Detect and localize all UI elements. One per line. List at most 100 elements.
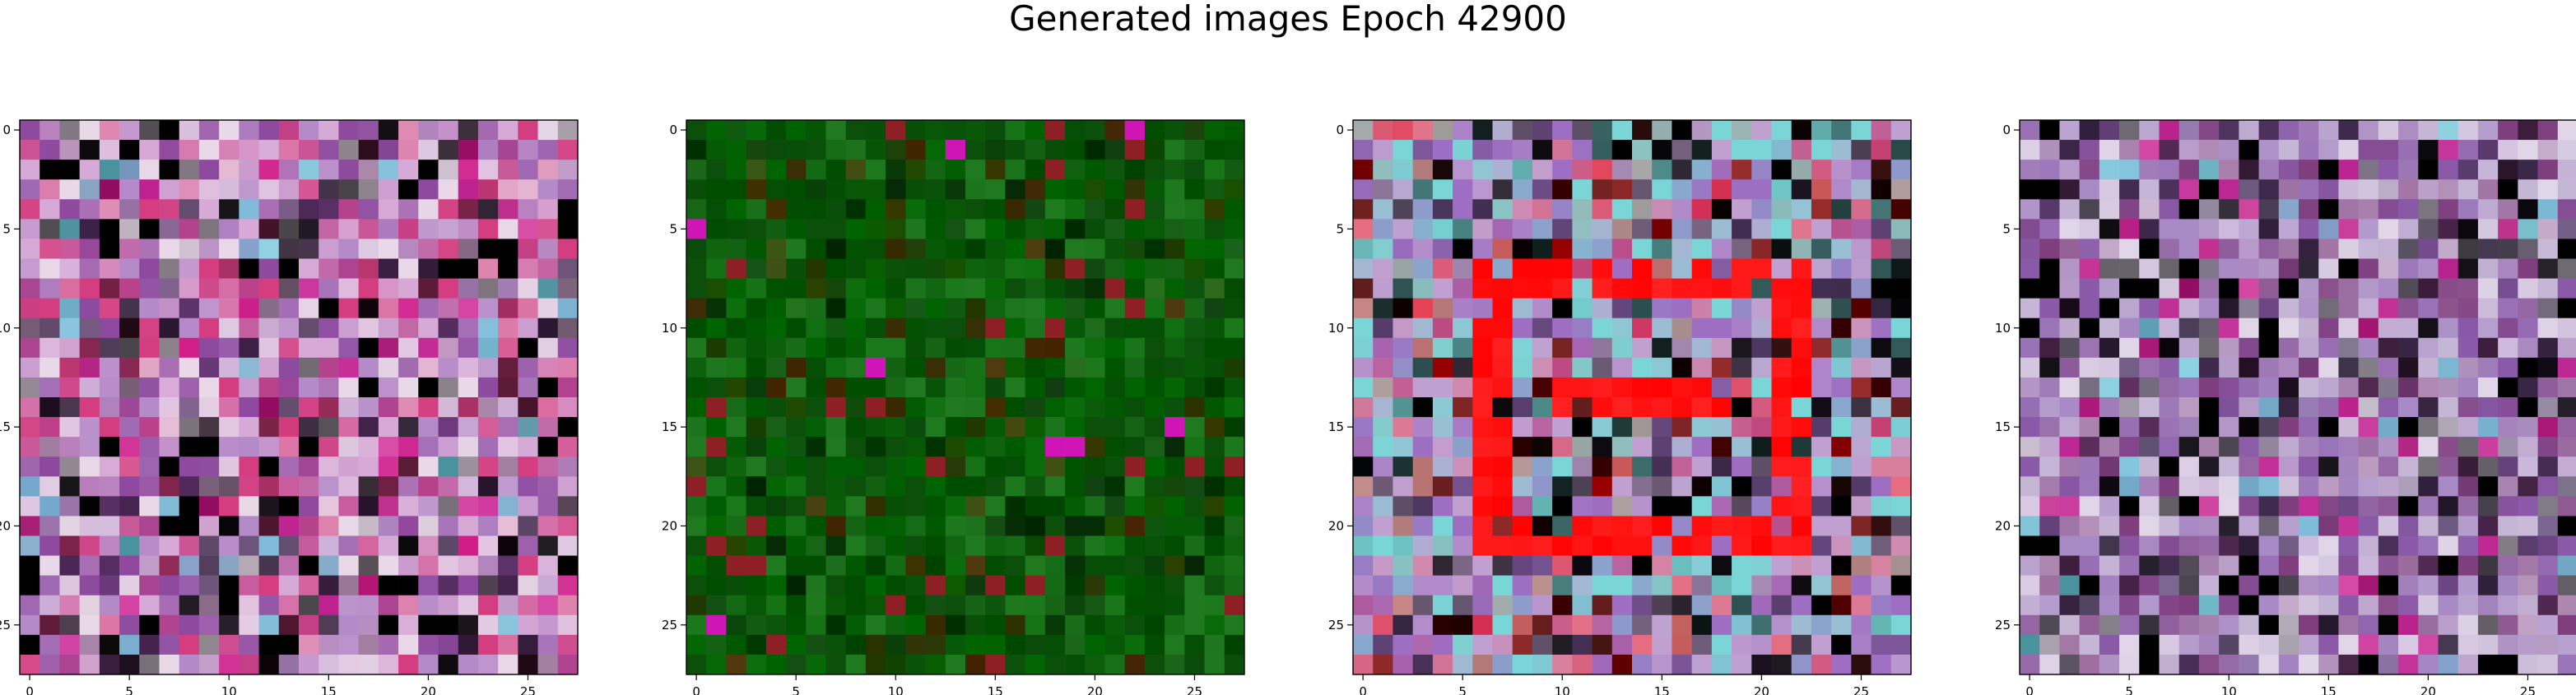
pixel-cell [2557, 317, 2576, 339]
pixel-cell [418, 337, 439, 359]
pixel-cell [945, 317, 966, 339]
pixel-cell [278, 337, 300, 359]
pixel-cell [1851, 160, 1872, 180]
pixel-cell [2099, 535, 2120, 556]
pixel-cell [1412, 317, 1434, 339]
pixel-cell [1065, 437, 1086, 457]
pixel-cell [1771, 476, 1793, 497]
pixel-cell [686, 219, 707, 239]
pixel-cell [1393, 516, 1413, 536]
pixel-cell [139, 654, 160, 675]
pixel-cell [258, 239, 280, 259]
pixel-cell [1611, 417, 1633, 438]
pixel-cell [2178, 614, 2200, 636]
pixel-cell [2239, 140, 2259, 160]
pixel-cell [806, 496, 826, 517]
pixel-cell [2438, 160, 2459, 180]
pixel-cell [159, 120, 180, 141]
pixel-cell [1065, 199, 1086, 220]
pixel-cell [299, 278, 319, 299]
pixel-cell [299, 199, 319, 220]
pixel-cell [179, 219, 200, 239]
pixel-cell [358, 298, 379, 319]
pixel-cell [1412, 140, 1434, 160]
pixel-cell [1532, 258, 1553, 279]
pixel-cell [2398, 140, 2419, 160]
pixel-cell [477, 437, 499, 457]
pixel-cell [925, 160, 946, 180]
pixel-cell [1711, 239, 1732, 259]
pixel-cell [2518, 595, 2538, 616]
pixel-cell [2518, 437, 2538, 457]
pixel-cell [119, 595, 140, 616]
pixel-cell [1711, 614, 1732, 636]
pixel-cell [2418, 317, 2439, 339]
pixel-cell [179, 258, 200, 279]
pixel-cell [1652, 595, 1672, 616]
pixel-cell [1492, 437, 1514, 457]
pixel-cell [1871, 437, 1892, 457]
pixel-cell [2079, 258, 2100, 279]
pixel-cell [1672, 595, 1692, 616]
pixel-cell [2418, 555, 2439, 576]
pixel-cell [1393, 595, 1413, 616]
pixel-cell [1432, 298, 1453, 319]
pixel-cell [1711, 140, 1732, 160]
pixel-cell [1104, 140, 1126, 160]
pixel-cell [2159, 357, 2180, 378]
pixel-cell [786, 160, 807, 180]
pixel-cell [2178, 317, 2200, 339]
pixel-cell [1532, 357, 1553, 378]
pixel-cell [1691, 535, 1713, 556]
pixel-cell [1044, 298, 1066, 319]
pixel-cell [1691, 456, 1713, 477]
pixel-cell [746, 337, 767, 359]
pixel-cell [20, 476, 40, 497]
pixel-cell [1831, 595, 1852, 616]
pixel-cell [258, 357, 280, 378]
x-tick-label: 5 [792, 684, 800, 695]
pixel-cell [1472, 278, 1493, 299]
pixel-cell [1184, 239, 1205, 259]
pixel-cell [2239, 496, 2259, 517]
pixel-cell [865, 317, 886, 339]
pixel-cell [2059, 456, 2080, 477]
pixel-cell [1632, 258, 1653, 279]
pixel-cell [2099, 258, 2120, 279]
pixel-cell [438, 476, 459, 497]
pixel-cell [1165, 654, 1185, 675]
pixel-cell [537, 516, 559, 536]
pixel-cell [706, 535, 727, 556]
pixel-cell [765, 258, 787, 279]
pixel-cell [1025, 298, 1046, 319]
pixel-cell [1532, 140, 1553, 160]
pixel-cell [2278, 476, 2299, 497]
pixel-cell [159, 317, 180, 339]
pixel-cell [258, 317, 280, 339]
pixel-cell [358, 337, 379, 359]
pixel-cell [2418, 298, 2439, 319]
pixel-cell [865, 337, 886, 359]
pixel-cell [1871, 160, 1892, 180]
pixel-cell [2338, 219, 2359, 239]
pixel-cell [1592, 476, 1613, 497]
pixel-cell [2358, 516, 2379, 536]
pixel-cell [1353, 437, 1374, 457]
pixel-cell [1124, 199, 1146, 220]
pixel-cell [2398, 535, 2419, 556]
pixel-cell [1890, 634, 1912, 656]
pixel-cell [299, 575, 319, 596]
pixel-cell [2498, 397, 2518, 418]
pixel-cell [1472, 476, 1493, 497]
pixel-cell [706, 634, 727, 656]
pixel-cell [358, 160, 379, 180]
pixel-cell [2318, 496, 2339, 517]
pixel-cell [179, 377, 200, 398]
pixel-cell [865, 535, 886, 556]
pixel-cell [1432, 258, 1453, 279]
pixel-cell [1851, 377, 1872, 398]
pixel-cell [378, 140, 399, 160]
pixel-cell [2039, 317, 2060, 339]
pixel-cell [746, 654, 767, 675]
pixel-cell [1165, 199, 1185, 220]
